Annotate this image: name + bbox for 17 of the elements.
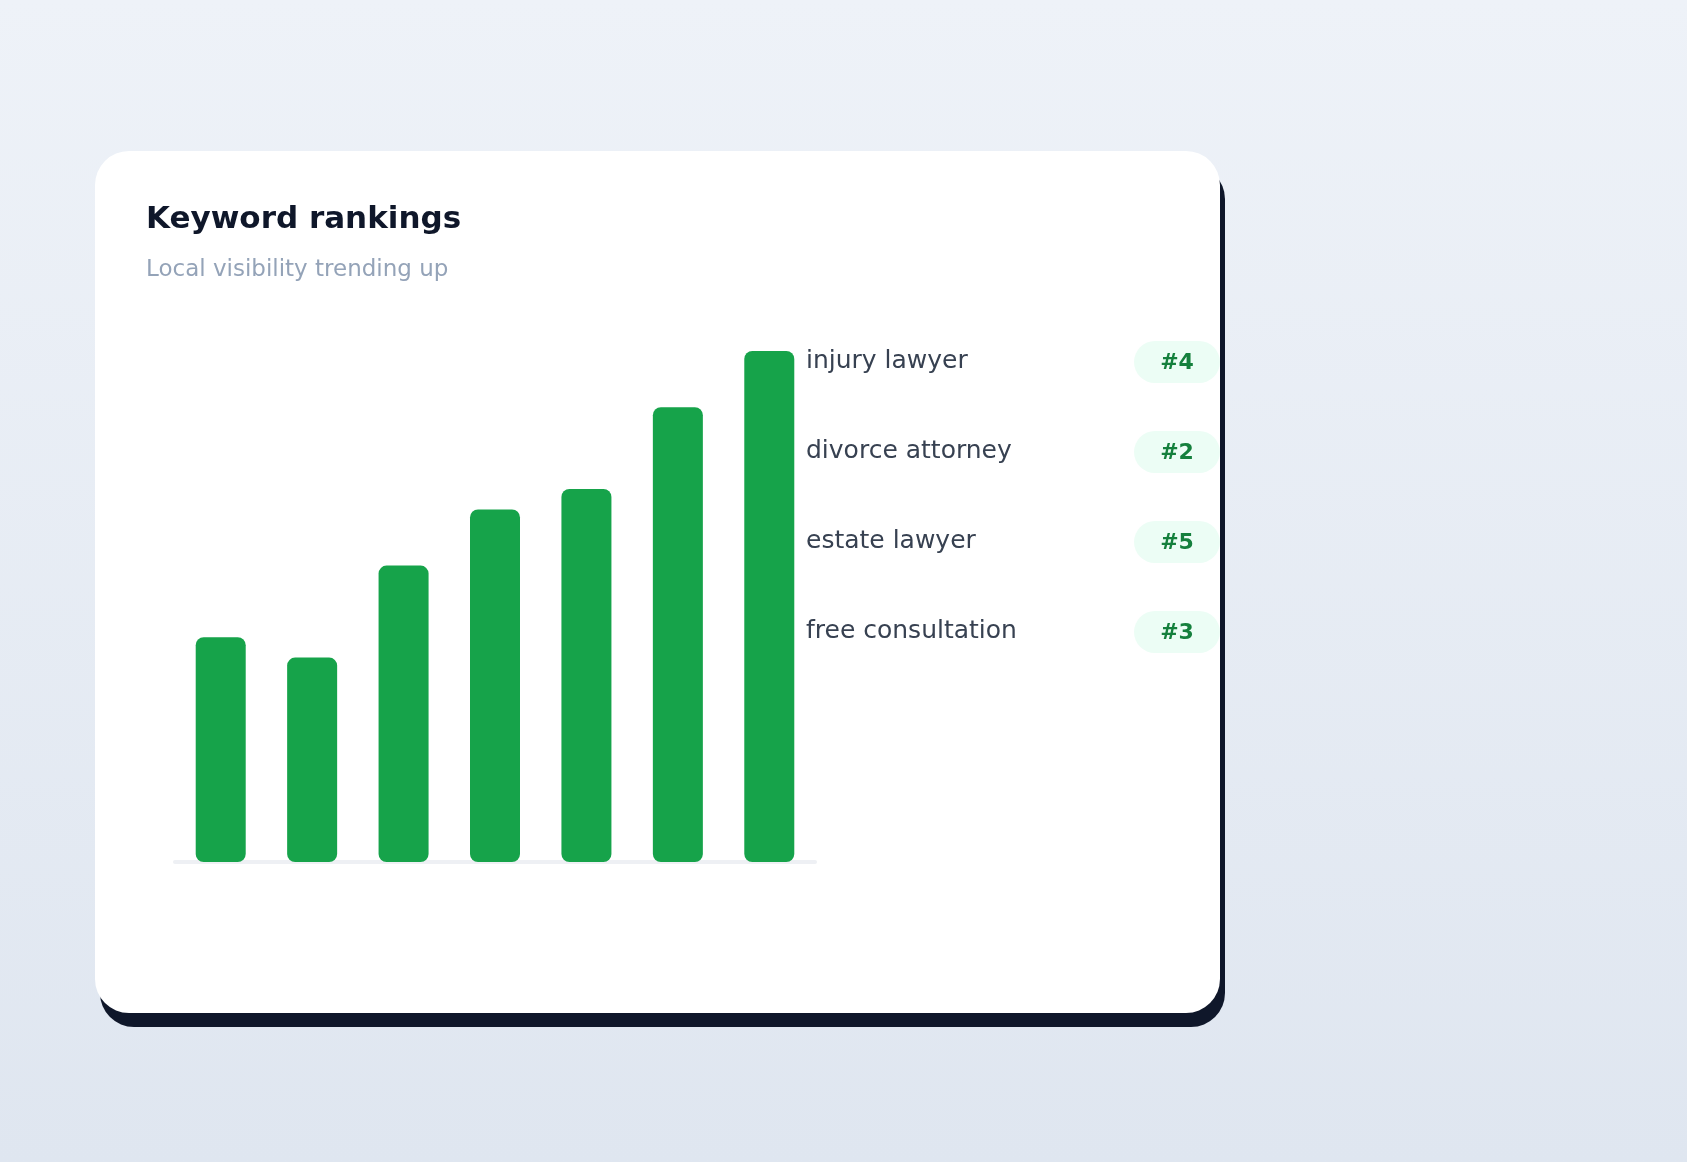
annotation: divorce attorney (806, 435, 1012, 464)
chart-subtitle: Local visibility trending up (146, 255, 449, 281)
chart-title: Keyword rankings (146, 199, 462, 235)
annotation: free consultation (806, 615, 1017, 644)
bar (287, 657, 338, 862)
text: #4 (1134, 341, 1220, 383)
annotation: estate lawyer (806, 525, 976, 554)
text: #5 (1134, 521, 1220, 563)
bar (470, 509, 520, 862)
bar (561, 488, 612, 862)
bar (652, 407, 703, 862)
text: #3 (1134, 611, 1220, 653)
bar (195, 637, 246, 862)
annotation: injury lawyer (806, 345, 968, 374)
text: #2 (1134, 431, 1220, 473)
bar (378, 565, 429, 862)
bar (744, 351, 795, 862)
